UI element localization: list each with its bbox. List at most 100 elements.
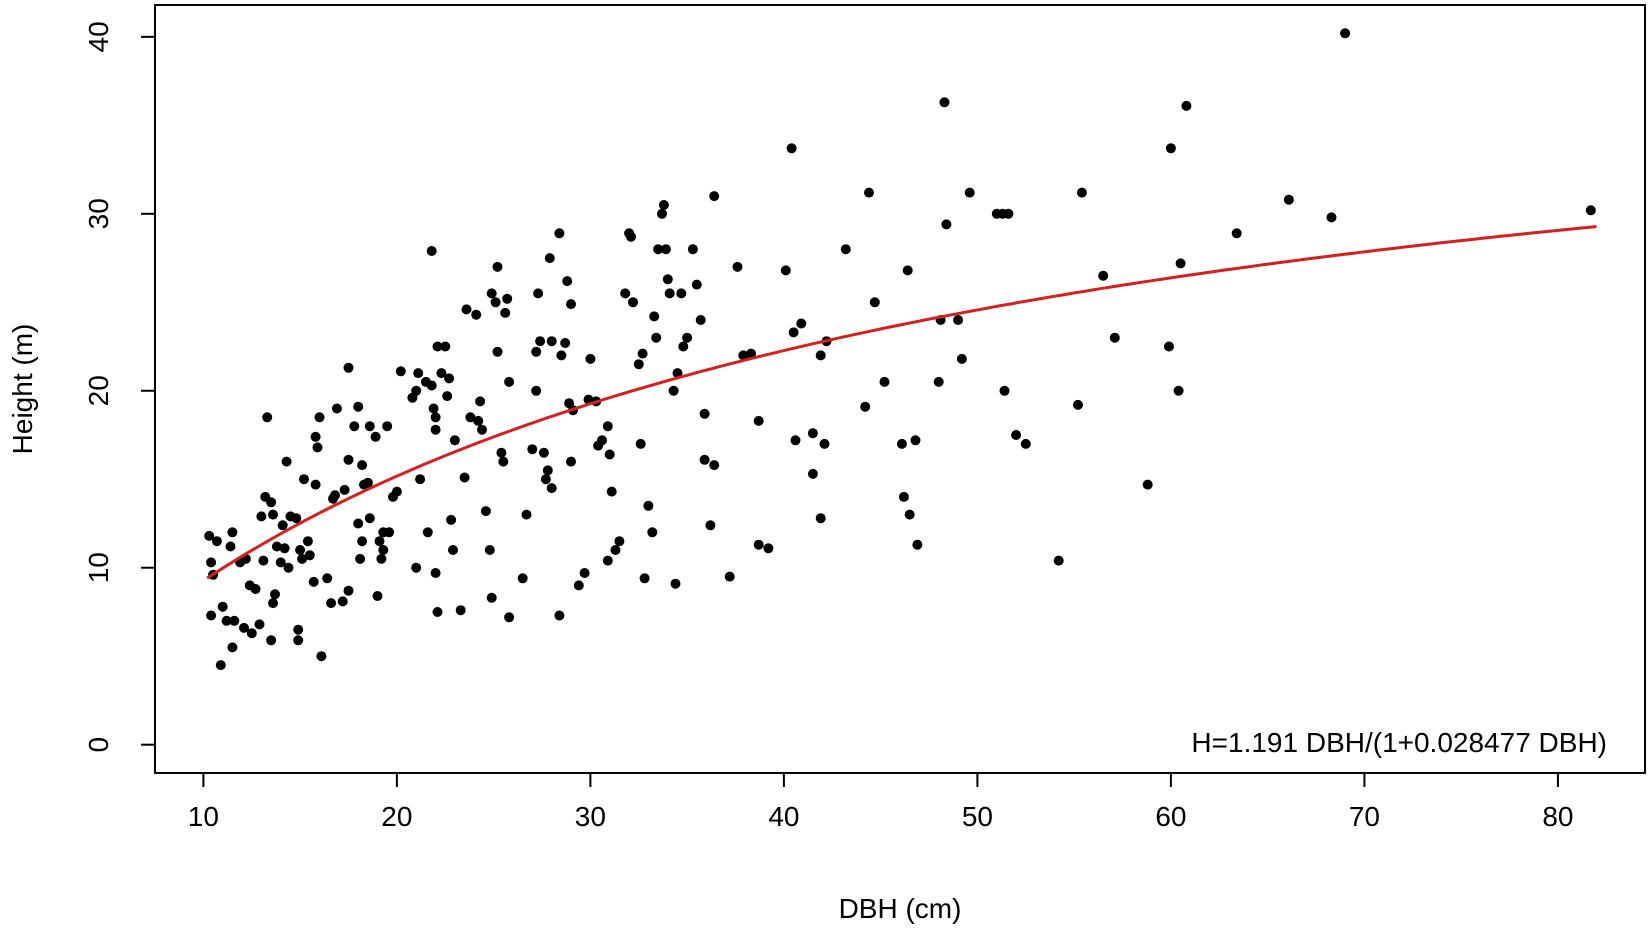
data-point: [475, 396, 486, 407]
x-tick-label: 70: [1349, 801, 1380, 832]
data-point: [610, 545, 621, 555]
data-point: [1011, 430, 1022, 440]
data-point: [1326, 212, 1337, 223]
data-point: [807, 428, 818, 439]
data-point: [1098, 270, 1109, 281]
data-point: [1165, 143, 1176, 154]
data-point: [279, 543, 290, 554]
data-point: [395, 366, 406, 377]
fit-equation-annotation: H=1.191 DBH/(1+0.028477 DBH): [1191, 727, 1607, 758]
data-point: [225, 541, 236, 552]
data-point: [566, 299, 576, 310]
data-point: [372, 591, 383, 601]
data-point: [904, 509, 915, 520]
data-point: [277, 520, 288, 531]
x-tick-label: 40: [768, 801, 799, 832]
data-point: [310, 479, 321, 490]
data-point: [538, 447, 549, 458]
data-point: [670, 578, 681, 589]
data-point: [573, 580, 584, 591]
data-point: [788, 327, 799, 338]
data-point: [796, 318, 807, 329]
y-tick-label: 40: [83, 21, 114, 52]
data-point: [602, 421, 613, 432]
data-point: [430, 412, 441, 423]
data-point: [626, 231, 636, 242]
y-tick-label: 10: [83, 552, 114, 583]
data-point: [221, 615, 232, 626]
data-point: [310, 431, 321, 442]
data-point: [293, 635, 304, 646]
data-point: [1020, 438, 1031, 449]
x-axis: 10 20 30 40 50 60 70 80: [188, 772, 1574, 832]
x-tick-label: 30: [575, 801, 606, 832]
data-point: [653, 244, 664, 255]
data-point: [585, 353, 596, 364]
data-point: [227, 642, 238, 653]
data-point: [815, 513, 826, 524]
data-point: [939, 97, 950, 108]
data-point: [411, 385, 422, 396]
data-point: [709, 191, 720, 202]
data-point: [1181, 100, 1192, 111]
data-point: [376, 553, 387, 564]
data-point: [217, 601, 228, 612]
data-point: [486, 288, 497, 299]
data-point: [1073, 399, 1083, 410]
data-point: [432, 607, 443, 617]
data-point: [999, 385, 1010, 396]
data-point: [415, 474, 426, 485]
data-point: [763, 543, 774, 554]
data-point: [902, 265, 913, 276]
data-point: [695, 315, 706, 325]
data-point: [566, 456, 576, 467]
y-axis: 0 10 20 30 40: [83, 21, 156, 752]
x-tick-label: 10: [188, 801, 219, 832]
data-point: [815, 350, 826, 361]
data-point: [606, 486, 617, 497]
data-point: [353, 401, 364, 412]
data-point: [517, 573, 528, 584]
data-point: [486, 592, 497, 603]
data-point: [579, 568, 590, 578]
data-points: [204, 28, 1596, 671]
data-point: [746, 348, 756, 359]
data-point: [819, 438, 830, 449]
data-point: [304, 550, 315, 561]
data-point: [1076, 187, 1087, 198]
y-tick-label: 30: [83, 198, 114, 229]
data-point: [364, 513, 375, 524]
data-point: [527, 444, 538, 455]
data-point: [732, 261, 743, 272]
data-point: [430, 424, 441, 435]
data-point: [496, 447, 507, 458]
data-point: [504, 612, 515, 623]
data-point: [1231, 228, 1242, 239]
data-point: [687, 244, 698, 255]
data-point: [786, 143, 797, 154]
data-point: [1340, 28, 1351, 39]
data-point: [215, 660, 226, 671]
data-point: [504, 376, 515, 387]
data-point: [540, 474, 551, 485]
data-point: [246, 628, 257, 639]
data-point: [502, 293, 513, 304]
data-point: [544, 253, 555, 264]
data-point: [647, 527, 658, 538]
data-point: [738, 350, 749, 361]
data-point: [355, 553, 366, 564]
data-point: [239, 622, 249, 633]
data-point: [283, 562, 294, 573]
data-point: [879, 376, 890, 387]
data-point: [254, 619, 265, 630]
data-point: [411, 562, 422, 573]
data-point: [678, 341, 689, 352]
data-point: [316, 651, 327, 662]
data-point: [633, 359, 644, 370]
data-point: [1173, 385, 1184, 396]
data-point: [432, 341, 443, 352]
data-point: [270, 589, 280, 600]
data-point: [477, 424, 487, 435]
data-point: [448, 545, 458, 555]
